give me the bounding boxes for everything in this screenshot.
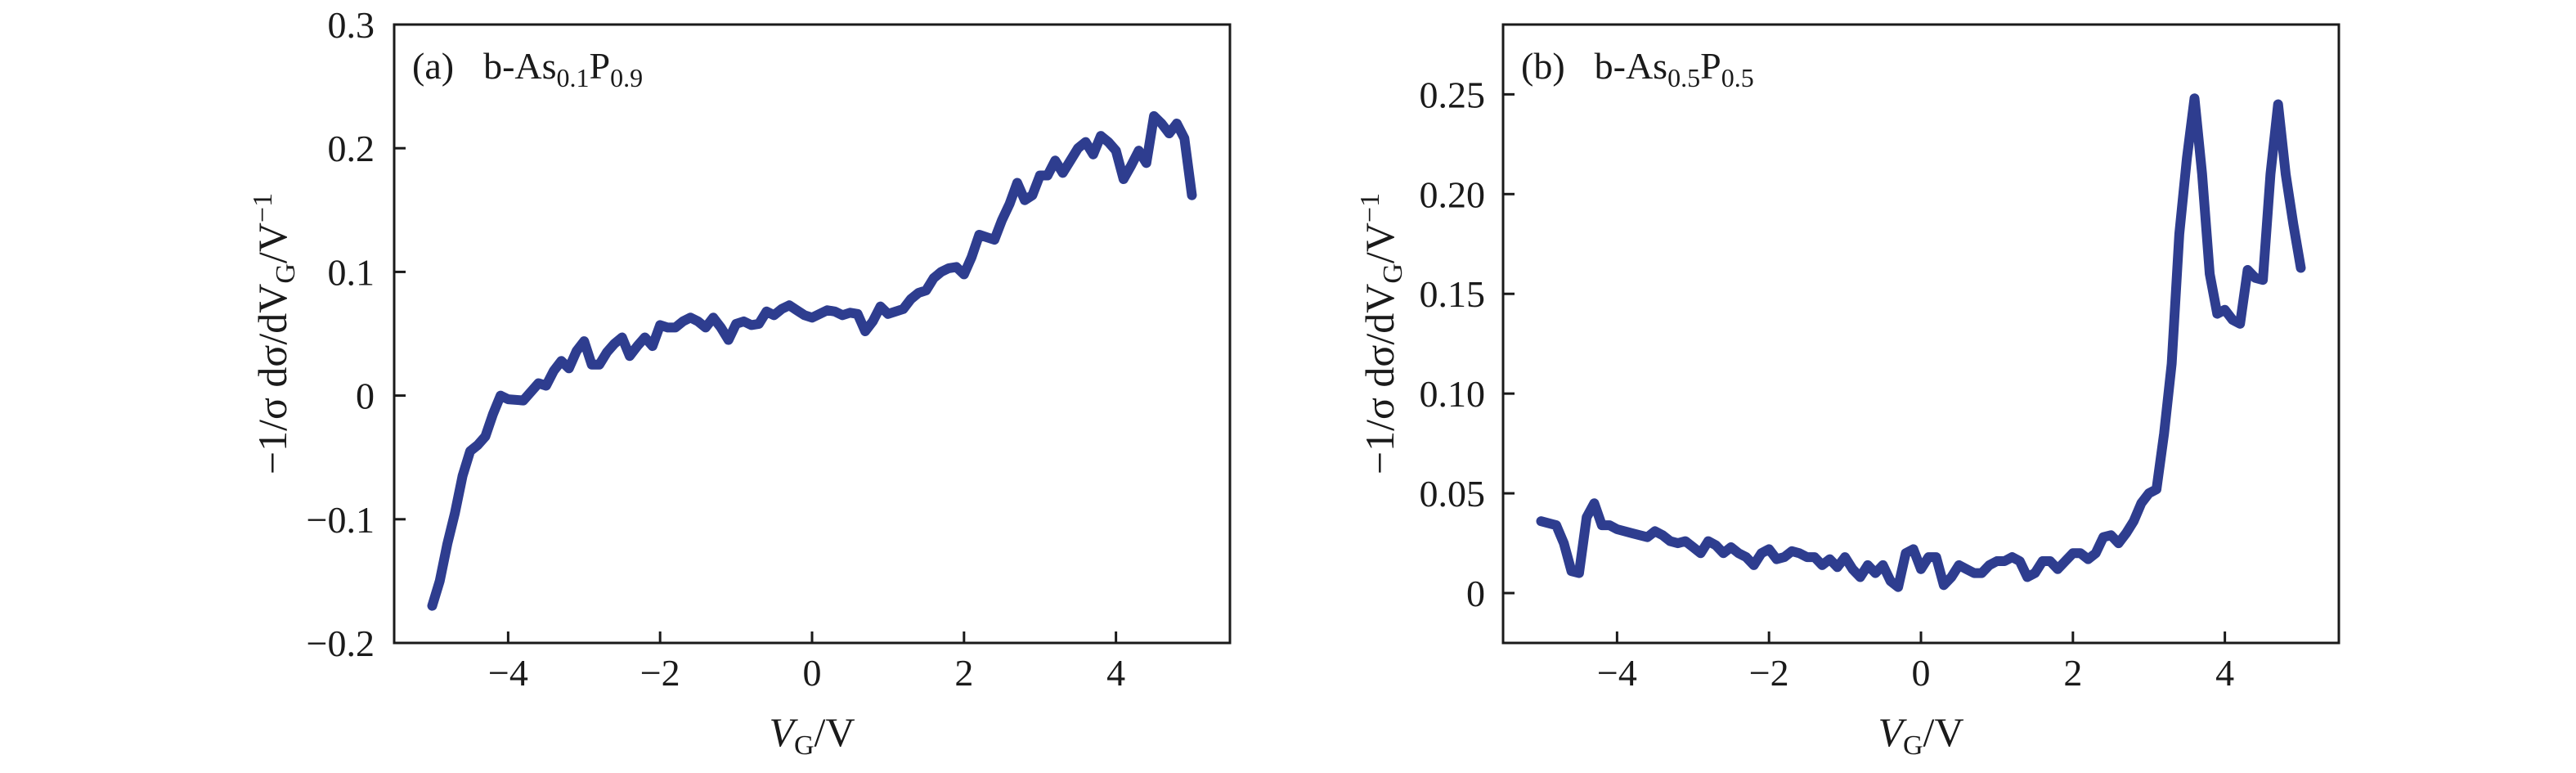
chart-b-y-axis-unit: /V <box>1357 222 1402 263</box>
chart-a-y-tick-label: −0.1 <box>307 499 375 541</box>
chart-b-x-tick-label: 4 <box>2215 652 2234 694</box>
chart-a-y-tick-label: 0.3 <box>328 4 375 46</box>
chart-b-y-axis-sub: G <box>1378 263 1408 284</box>
chart-b-panel-annotation: (b) b-As0.5P0.5 <box>1521 45 1754 92</box>
chart-b-x-axis-var: V <box>1878 709 1907 755</box>
chart-b-y-tick-label: 0.10 <box>1420 373 1486 415</box>
chart-b-panel-letter: (b) <box>1521 45 1565 87</box>
chart-a-y-axis-sub: G <box>271 263 301 284</box>
chart-a-material-mid: P <box>590 45 611 87</box>
chart-a-y-tick-label: 0.1 <box>328 251 375 293</box>
chart-b-x-tick-label: 0 <box>1912 652 1931 694</box>
chart-b-x-axis-unit: /V <box>1923 709 1964 755</box>
chart-a-x-tick-label: 2 <box>954 652 973 694</box>
chart-a-x-tick-label: 4 <box>1106 652 1125 694</box>
chart-a-x-axis-title: VG/V <box>769 709 855 761</box>
chart-a-series-line <box>427 110 1197 611</box>
chart-panel-b: −4 −2 0 2 400.050.100.150.200.25(b) b-As0.5P0… <box>1355 23 2340 761</box>
chart-b-y-axis-main: −1/σ dσ/dV <box>1357 284 1402 475</box>
chart-b-series-line <box>1536 93 2306 592</box>
chart-a-x-axis-unit: /V <box>815 709 855 755</box>
chart-b-x-axis-sub: G <box>1903 730 1923 761</box>
chart-a-x-tick-label: 0 <box>803 652 822 694</box>
chart-panel-a: −4 −2 0 2 4−0.2−0.100.10.20.3(a) b-As0.1P0.9V… <box>248 4 1232 761</box>
chart-a-y-axis-sup: −1 <box>248 193 278 222</box>
chart-a-y-tick-label: 0.2 <box>328 128 375 169</box>
chart-b-plot-frame <box>1501 23 2340 645</box>
chart-b-y-tick-label: 0.20 <box>1420 173 1486 215</box>
chart-a-material-prefix: b-As <box>483 45 556 87</box>
chart-a-y-axis-title: −1/σ dσ/dVG/V−1 <box>248 193 301 474</box>
chart-a-y-tick-label: −0.2 <box>307 622 375 664</box>
chart-a-y-axis-main: −1/σ dσ/dV <box>249 284 295 475</box>
chart-b-y-tick-label: 0.15 <box>1420 273 1486 315</box>
chart-a-material-sub2: 0.9 <box>610 63 643 92</box>
chart-a-panel-annotation: (a) b-As0.1P0.9 <box>412 45 643 92</box>
chart-a-x-axis-var: V <box>769 709 798 755</box>
chart-b-material-sub2: 0.5 <box>1721 63 1754 92</box>
chart-a-material-sub1: 0.1 <box>557 63 590 92</box>
chart-b-x-axis-title: VG/V <box>1878 709 1963 761</box>
chart-a-x-tick-label: −2 <box>640 652 680 694</box>
chart-b-y-tick-label: 0.25 <box>1420 74 1486 115</box>
chart-b-x-tick-label: −4 <box>1597 652 1637 694</box>
chart-b-y-axis-title: −1/σ dσ/dVG/V−1 <box>1355 193 1408 474</box>
chart-a-panel-letter: (a) <box>412 45 454 87</box>
chart-a-y-axis-unit: /V <box>249 222 295 263</box>
chart-a-x-axis-sub: G <box>794 730 815 761</box>
chart-b-x-tick-label: −2 <box>1749 652 1789 694</box>
chart-b-y-axis-sup: −1 <box>1355 193 1385 222</box>
chart-b-material-sub1: 0.5 <box>1667 63 1700 92</box>
chart-b-y-tick-label: 0.05 <box>1420 473 1486 515</box>
chart-b-material-prefix: b-As <box>1595 45 1667 87</box>
chart-b-y-tick-label: 0 <box>1466 573 1485 614</box>
chart-a-y-tick-label: 0 <box>356 375 375 417</box>
chart-a-x-tick-label: −4 <box>488 652 528 694</box>
chart-a-plot-frame <box>393 23 1232 645</box>
chart-b-x-tick-label: 2 <box>2063 652 2082 694</box>
chart-b-material-mid: P <box>1700 45 1721 87</box>
